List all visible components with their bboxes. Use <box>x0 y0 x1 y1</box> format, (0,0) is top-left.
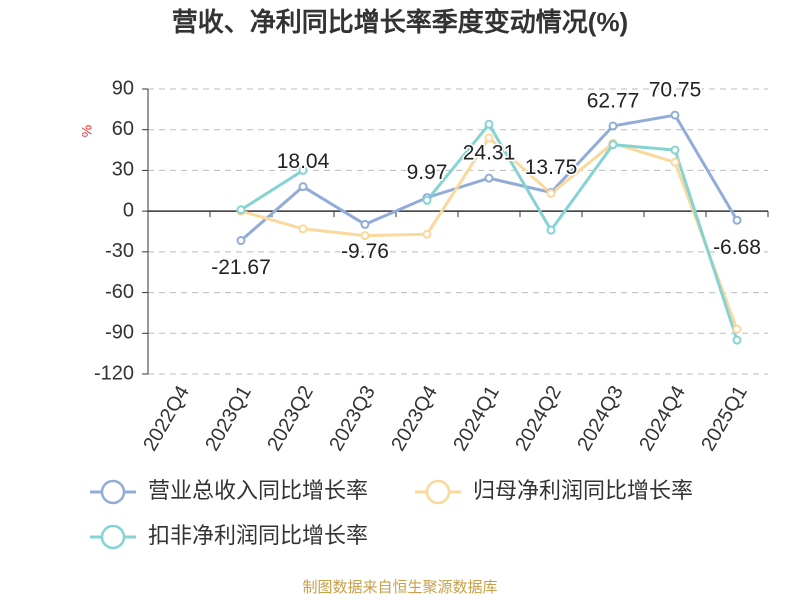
data-label: 70.75 <box>649 79 702 102</box>
x-tick-label: 2024Q1 <box>449 382 504 455</box>
y-tick-label: -90 <box>105 322 134 344</box>
source-note: 制图数据来自恒生聚源数据库 <box>302 579 497 596</box>
data-point <box>298 165 308 175</box>
x-tick-label: 2024Q2 <box>511 382 566 455</box>
data-point <box>236 236 246 246</box>
data-label: -21.67 <box>211 256 271 279</box>
data-label: 62.77 <box>587 90 640 113</box>
y-tick-label: -120 <box>94 362 134 384</box>
data-point <box>360 231 370 241</box>
data-point <box>422 229 432 239</box>
data-point <box>298 224 308 234</box>
data-label: 24.31 <box>463 142 516 165</box>
chart-title: 营收、净利同比增长率季度变动情况(%) <box>172 7 628 37</box>
data-point <box>484 119 494 129</box>
data-point <box>670 110 680 120</box>
data-label: -9.76 <box>341 240 389 263</box>
legend-label: 扣非净利润同比增长率 <box>148 523 368 548</box>
legend-icon <box>100 479 126 505</box>
data-label: 13.75 <box>525 156 578 179</box>
data-point <box>484 173 494 183</box>
y-tick-label: -60 <box>105 281 134 303</box>
data-label: 18.04 <box>277 150 330 173</box>
series-line <box>425 121 739 341</box>
legend-icon <box>425 479 451 505</box>
data-point <box>484 133 494 143</box>
x-tick-label: 2023Q4 <box>387 382 442 455</box>
x-tick-label: 2023Q2 <box>263 382 318 455</box>
legend-label: 营业总收入同比增长率 <box>148 478 368 503</box>
data-point <box>422 195 432 205</box>
y-tick-label: 30 <box>112 159 134 181</box>
data-point <box>670 145 680 155</box>
x-tick-label: 2024Q3 <box>573 382 628 455</box>
y-tick-label: 60 <box>112 118 134 140</box>
data-point <box>732 215 742 225</box>
data-label: -6.68 <box>713 236 761 259</box>
data-label: 9.97 <box>407 161 448 184</box>
data-point <box>236 205 246 215</box>
x-tick-label: 2025Q1 <box>697 382 752 455</box>
series-line <box>240 169 304 212</box>
data-point <box>298 182 308 192</box>
y-tick-label: 90 <box>112 77 134 99</box>
y-tick-label: -30 <box>105 240 134 262</box>
legend-icon <box>100 524 126 550</box>
data-point <box>732 324 742 334</box>
x-tick-label: 2023Q3 <box>325 382 380 455</box>
y-tick-label: 0 <box>123 199 134 221</box>
x-tick-label: 2024Q4 <box>635 382 690 455</box>
x-tick-label: 2022Q4 <box>139 382 194 455</box>
y-axis-label: % <box>79 125 95 137</box>
data-point <box>360 219 370 229</box>
data-point <box>608 121 618 131</box>
data-point <box>546 189 556 198</box>
data-point <box>732 335 742 345</box>
data-point <box>670 157 680 167</box>
legend-label: 归母净利润同比增长率 <box>473 478 693 503</box>
data-point <box>608 140 618 150</box>
data-point <box>546 225 556 235</box>
x-tick-label: 2023Q1 <box>201 382 256 455</box>
